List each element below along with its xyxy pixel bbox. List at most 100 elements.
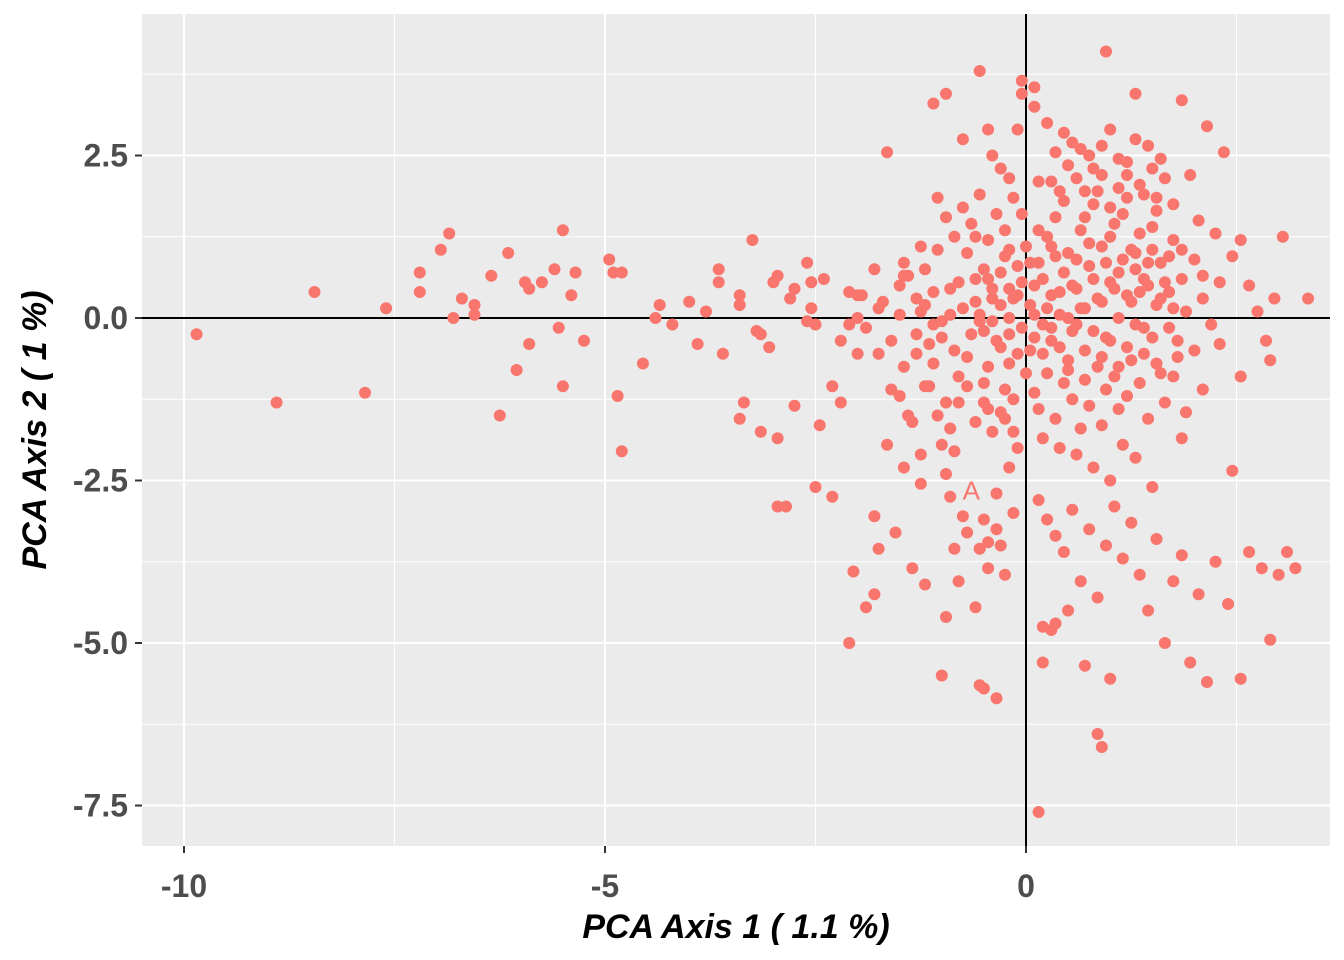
data-point bbox=[1158, 276, 1171, 289]
data-point bbox=[1015, 208, 1028, 220]
data-point bbox=[1146, 331, 1159, 344]
data-point bbox=[1188, 253, 1201, 266]
data-point bbox=[986, 292, 999, 305]
data-point bbox=[902, 269, 915, 282]
data-point bbox=[1104, 201, 1117, 214]
data-point bbox=[1020, 367, 1032, 380]
data-point bbox=[1066, 393, 1079, 406]
data-point bbox=[1041, 367, 1054, 380]
data-point bbox=[961, 380, 974, 393]
data-point bbox=[1036, 432, 1049, 445]
data-point bbox=[1100, 45, 1112, 58]
data-point bbox=[1095, 139, 1108, 152]
data-point bbox=[1167, 370, 1180, 383]
group-label: A bbox=[963, 475, 981, 505]
data-point bbox=[1074, 224, 1087, 237]
data-point bbox=[969, 601, 982, 614]
data-point bbox=[956, 133, 969, 146]
data-point bbox=[1171, 351, 1184, 363]
data-point bbox=[611, 390, 624, 402]
data-point bbox=[1150, 357, 1163, 370]
data-point bbox=[876, 295, 889, 308]
data-point bbox=[986, 149, 999, 162]
data-point bbox=[434, 243, 447, 256]
data-point bbox=[1024, 299, 1037, 311]
data-point bbox=[1100, 383, 1112, 396]
data-point bbox=[1011, 123, 1024, 136]
data-point bbox=[1234, 234, 1247, 246]
data-point bbox=[1175, 549, 1188, 562]
data-point bbox=[1062, 247, 1075, 259]
data-point bbox=[603, 253, 616, 266]
data-point bbox=[746, 234, 759, 246]
minor-gridlines bbox=[142, 14, 1330, 846]
data-point bbox=[1045, 334, 1058, 347]
data-point bbox=[868, 263, 881, 276]
data-point bbox=[1188, 344, 1201, 357]
data-point bbox=[1108, 370, 1121, 383]
data-point bbox=[1007, 191, 1020, 204]
data-point bbox=[1053, 442, 1066, 454]
data-point bbox=[1184, 169, 1197, 181]
y-tick-label: -7.5 bbox=[73, 788, 128, 824]
data-point bbox=[1146, 481, 1159, 493]
data-point bbox=[935, 438, 948, 451]
data-point bbox=[1146, 243, 1159, 256]
data-point bbox=[1070, 253, 1083, 266]
data-point bbox=[1083, 149, 1096, 162]
data-point bbox=[1078, 344, 1091, 357]
data-point bbox=[1100, 256, 1112, 269]
data-point bbox=[1028, 308, 1041, 321]
data-point bbox=[1112, 152, 1125, 165]
data-point bbox=[413, 286, 426, 298]
data-point bbox=[750, 325, 763, 337]
data-point bbox=[1133, 377, 1146, 389]
data-point bbox=[1011, 347, 1024, 360]
data-point bbox=[1015, 276, 1028, 289]
data-point bbox=[1024, 256, 1037, 269]
data-point bbox=[1205, 318, 1218, 331]
data-point bbox=[1121, 341, 1133, 354]
data-point bbox=[1015, 87, 1028, 100]
data-point bbox=[649, 312, 662, 324]
data-point bbox=[1116, 438, 1129, 451]
data-point bbox=[1201, 676, 1213, 688]
data-point bbox=[969, 230, 982, 243]
data-point bbox=[1112, 182, 1125, 194]
data-point bbox=[1074, 422, 1087, 435]
data-point bbox=[1003, 328, 1016, 341]
data-point bbox=[885, 383, 898, 396]
data-point bbox=[700, 305, 712, 318]
data-point bbox=[523, 282, 536, 295]
data-point bbox=[889, 526, 902, 539]
data-point bbox=[1175, 243, 1188, 256]
data-point bbox=[944, 490, 957, 503]
data-point bbox=[860, 321, 872, 334]
x-tick-label: -10 bbox=[161, 868, 207, 904]
data-point bbox=[1175, 94, 1188, 107]
data-point bbox=[910, 292, 923, 305]
data-point bbox=[1104, 672, 1117, 685]
data-point bbox=[1011, 289, 1024, 302]
data-point bbox=[1032, 256, 1045, 269]
data-point bbox=[881, 146, 894, 159]
data-point bbox=[1129, 451, 1142, 464]
data-point bbox=[944, 308, 957, 321]
data-point bbox=[1196, 383, 1209, 396]
data-point bbox=[1133, 227, 1146, 240]
data-point bbox=[813, 419, 826, 432]
data-point bbox=[1087, 273, 1100, 285]
data-point bbox=[1137, 273, 1150, 285]
annotations: A bbox=[963, 475, 981, 505]
data-point bbox=[897, 461, 910, 474]
data-point bbox=[510, 364, 523, 376]
data-point bbox=[1078, 373, 1091, 386]
data-point bbox=[1171, 334, 1184, 347]
data-point bbox=[834, 334, 847, 347]
data-point bbox=[805, 302, 818, 315]
data-point bbox=[1158, 172, 1171, 185]
y-tick-label: -2.5 bbox=[73, 463, 128, 499]
data-point bbox=[733, 412, 746, 425]
data-point bbox=[872, 347, 885, 360]
data-point bbox=[380, 302, 393, 315]
